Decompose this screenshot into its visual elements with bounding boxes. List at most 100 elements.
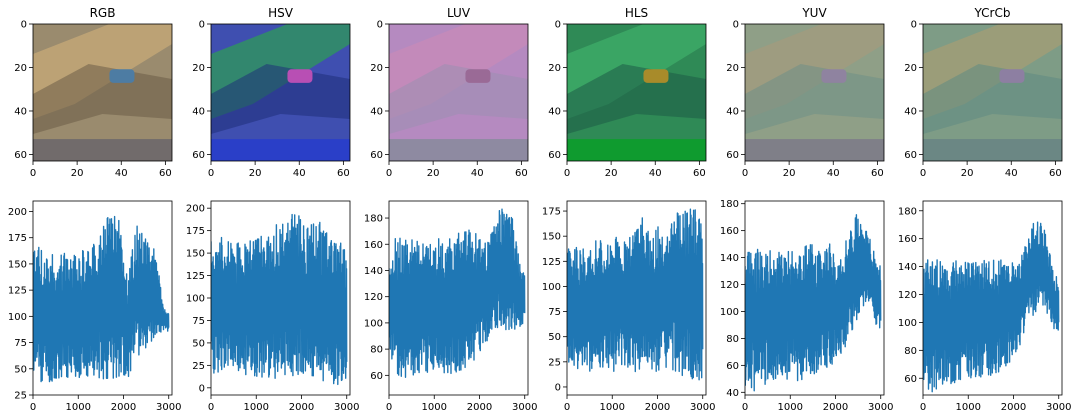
x-tick-label: 40 — [649, 168, 662, 179]
x-tick-label: 0 — [564, 402, 570, 413]
image-frame — [388, 23, 529, 162]
road-band — [745, 139, 884, 161]
y-tick-label: 200 — [8, 207, 27, 218]
x-tick-label: 40 — [115, 168, 128, 179]
x-tick-label: 3000 — [690, 402, 715, 413]
y-tick-label: 0 — [199, 383, 205, 394]
y-tick-label: 120 — [720, 280, 739, 291]
y-tick-label: 140 — [364, 266, 383, 277]
y-tick-label: 20 — [14, 63, 27, 74]
y-tick-label: 0 — [377, 20, 383, 31]
x-tick-label: 3000 — [156, 402, 181, 413]
y-tick-label: 50 — [548, 332, 561, 343]
y-tick-label: 25 — [548, 357, 561, 368]
y-tick-label: 180 — [364, 214, 383, 225]
panel-title: YCrCb — [974, 6, 1011, 20]
y-tick-label: 100 — [542, 282, 561, 293]
image-texture — [923, 64, 1062, 134]
x-tick-label: 2000 — [467, 402, 492, 413]
y-tick-label: 40 — [904, 106, 917, 117]
image-texture — [745, 64, 884, 134]
y-tick-label: 60 — [726, 150, 739, 161]
y-tick-label: 150 — [186, 249, 205, 260]
x-tick-label: 20 — [783, 168, 796, 179]
panel-title: HLS — [625, 6, 648, 20]
y-tick-label: 160 — [364, 240, 383, 251]
x-tick-label: 40 — [827, 168, 840, 179]
data-series-line — [33, 215, 170, 383]
y-tick-label: 25 — [192, 361, 205, 372]
x-tick-label: 0 — [30, 168, 36, 179]
road-band — [33, 139, 172, 161]
y-tick-label: 160 — [720, 226, 739, 237]
road-band — [923, 139, 1062, 161]
y-tick-label: 80 — [726, 334, 739, 345]
panel-title: LUV — [447, 6, 471, 20]
y-tick-label: 40 — [192, 106, 205, 117]
y-tick-label: 140 — [898, 262, 917, 273]
x-tick-label: 3000 — [334, 402, 359, 413]
x-tick-label: 1000 — [600, 402, 625, 413]
y-tick-label: 50 — [14, 364, 27, 375]
y-tick-label: 150 — [8, 259, 27, 270]
y-tick-label: 60 — [192, 150, 205, 161]
data-series-line — [745, 214, 882, 392]
sign-patch — [999, 69, 1025, 83]
y-tick-label: 40 — [548, 106, 561, 117]
y-tick-label: 100 — [364, 318, 383, 329]
sign-patch — [821, 69, 847, 83]
panel-title: HSV — [268, 6, 294, 20]
image-frame — [566, 23, 707, 162]
plot-frame — [922, 200, 1063, 396]
data-series-line — [389, 208, 526, 378]
y-tick-label: 100 — [8, 312, 27, 323]
x-tick-label: 0 — [564, 168, 570, 179]
y-tick-label: 60 — [370, 371, 383, 382]
y-tick-label: 150 — [542, 232, 561, 243]
x-tick-label: 0 — [742, 402, 748, 413]
y-tick-label: 0 — [199, 20, 205, 31]
plot-frame — [566, 200, 707, 396]
y-tick-label: 50 — [192, 338, 205, 349]
y-tick-label: 60 — [904, 150, 917, 161]
x-tick-label: 3000 — [512, 402, 537, 413]
y-tick-label: 20 — [726, 63, 739, 74]
x-tick-label: 20 — [605, 168, 618, 179]
data-series-line — [211, 213, 348, 386]
x-tick-label: 0 — [30, 402, 36, 413]
y-tick-label: 0 — [555, 20, 561, 31]
y-tick-label: 25 — [14, 391, 27, 402]
y-tick-label: 0 — [911, 20, 917, 31]
y-tick-label: 60 — [548, 150, 561, 161]
y-tick-label: 40 — [370, 106, 383, 117]
y-tick-label: 175 — [542, 207, 561, 218]
y-tick-label: 175 — [186, 226, 205, 237]
plot-frame — [32, 200, 173, 396]
y-tick-label: 60 — [726, 361, 739, 372]
y-tick-label: 125 — [8, 286, 27, 297]
x-tick-label: 40 — [1005, 168, 1018, 179]
x-tick-label: 2000 — [289, 402, 314, 413]
x-tick-label: 2000 — [645, 402, 670, 413]
y-tick-label: 120 — [364, 292, 383, 303]
x-tick-label: 0 — [920, 402, 926, 413]
sign-patch — [287, 69, 313, 83]
x-tick-label: 40 — [471, 168, 484, 179]
x-tick-label: 2000 — [823, 402, 848, 413]
x-tick-label: 20 — [961, 168, 974, 179]
y-tick-label: 75 — [192, 316, 205, 327]
x-tick-label: 60 — [337, 168, 350, 179]
road-band — [211, 139, 350, 161]
y-tick-label: 0 — [555, 382, 561, 393]
y-tick-label: 200 — [186, 204, 205, 215]
y-tick-label: 0 — [21, 20, 27, 31]
x-tick-label: 20 — [71, 168, 84, 179]
line-panel-1: 0 1000 2000 3000 25 50 75 100 125 150 175 200 — [8, 200, 181, 413]
y-tick-label: 175 — [8, 233, 27, 244]
y-tick-label: 20 — [370, 63, 383, 74]
y-tick-label: 40 — [726, 388, 739, 399]
